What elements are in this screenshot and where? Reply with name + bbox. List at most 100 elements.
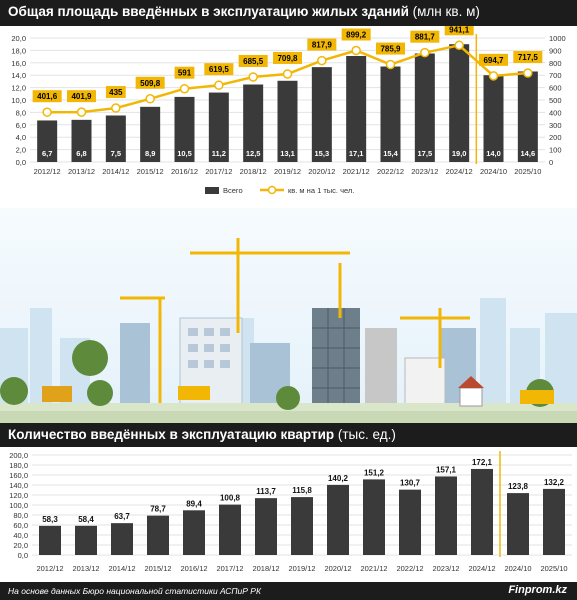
bar	[517, 71, 538, 162]
legend-label-line: кв. м на 1 тыс. чел.	[288, 186, 354, 195]
x-axis-tick: 2025/10	[514, 167, 541, 176]
bar	[174, 96, 195, 162]
right-axis-tick: 100	[549, 146, 562, 155]
bar	[37, 120, 58, 162]
bar	[111, 523, 133, 555]
right-axis-tick: 300	[549, 121, 562, 130]
right-axis-tick: 700	[549, 71, 562, 80]
bar-value-label: 132,2	[544, 478, 565, 487]
x-axis-tick: 2020/12	[324, 564, 351, 573]
bar	[543, 488, 565, 555]
bar-value-label: 157,1	[436, 465, 457, 474]
density-value-label: 709,8	[277, 54, 298, 63]
left-axis-tick: 180,0	[9, 461, 28, 470]
bar-value-label: 7,5	[111, 149, 121, 158]
x-axis-tick: 2024/10	[504, 564, 531, 573]
bar	[399, 489, 421, 555]
density-point	[420, 47, 430, 58]
density-label-box	[273, 51, 302, 64]
left-axis-tick: 4,0	[16, 133, 26, 142]
x-axis-tick: 2012/12	[36, 564, 63, 573]
bar-value-label: 58,3	[42, 515, 58, 524]
bar-value-label: 19,0	[452, 149, 467, 158]
density-point	[179, 83, 190, 94]
bar	[380, 66, 401, 162]
chart2-title-main: Количество введённых в эксплуатацию квар…	[8, 427, 335, 442]
density-value-label: 685,5	[243, 57, 264, 66]
bar	[414, 53, 435, 162]
density-point	[282, 69, 293, 79]
bar	[507, 493, 529, 555]
bar-value-label: 14,6	[521, 149, 536, 158]
bar	[471, 468, 493, 555]
density-value-label: 899,2	[346, 30, 367, 39]
x-axis-tick: 2012/12	[34, 167, 61, 176]
right-axis-tick: 800	[549, 59, 562, 68]
bar-value-label: 140,2	[328, 474, 349, 483]
bar-value-label: 78,7	[150, 505, 166, 514]
left-axis-tick: 20,0	[11, 34, 26, 43]
left-axis-tick: 120,0	[9, 491, 28, 500]
legend-label-bars: Всего	[223, 186, 243, 195]
density-point	[76, 107, 87, 117]
right-axis-tick: 0	[549, 158, 553, 167]
chart1-title-unit: (млн кв. м)	[408, 4, 480, 19]
x-axis-tick: 2016/12	[180, 564, 207, 573]
chart2-title: Количество введённых в эксплуатацию квар…	[0, 423, 577, 447]
right-axis-tick: 900	[549, 46, 562, 55]
density-label-box	[204, 63, 234, 76]
bar	[208, 92, 229, 162]
x-axis-tick: 2016/12	[171, 167, 198, 176]
bar-value-label: 151,2	[364, 468, 385, 477]
density-value-label: 401,6	[37, 92, 58, 101]
density-point	[351, 45, 361, 56]
x-axis-tick: 2014/12	[108, 564, 135, 573]
bar-value-label: 123,8	[508, 482, 529, 491]
legend-swatch-marker	[267, 185, 277, 195]
density-value-label: 401,9	[71, 92, 92, 101]
bar-value-label: 14,0	[486, 149, 501, 158]
left-axis-tick: 20,0	[13, 541, 28, 550]
density-label-box	[513, 51, 543, 64]
bar	[75, 525, 97, 555]
bar-value-label: 17,5	[418, 149, 433, 158]
bar-value-label: 172,1	[472, 458, 493, 467]
bar-value-label: 58,4	[78, 515, 94, 524]
bar	[483, 75, 504, 162]
x-axis-tick: 2023/12	[411, 167, 438, 176]
left-axis-tick: 160,0	[9, 471, 28, 480]
bar-value-label: 15,3	[315, 149, 330, 158]
bar	[363, 479, 385, 555]
right-axis-tick: 1000	[549, 34, 566, 43]
bar	[105, 115, 126, 162]
x-axis-tick: 2024/12	[468, 564, 495, 573]
density-point	[488, 71, 499, 81]
bar-value-label: 6,8	[76, 149, 86, 158]
bar	[255, 498, 277, 555]
left-axis-tick: 6,0	[16, 121, 26, 130]
density-label-box	[444, 26, 474, 36]
bar	[147, 515, 169, 555]
left-axis-tick: 100,0	[9, 501, 28, 510]
bar	[435, 476, 457, 555]
density-point	[42, 107, 52, 117]
bar-value-label: 6,7	[42, 149, 52, 158]
x-axis-tick: 2022/12	[396, 564, 423, 573]
left-axis-tick: 10,0	[11, 96, 26, 105]
bar	[277, 80, 298, 162]
x-axis-tick: 2023/12	[432, 564, 459, 573]
chart2-apartments: 0,020,040,060,080,0100,0120,0140,0160,01…	[9, 451, 572, 573]
bar-value-label: 15,4	[383, 149, 398, 158]
bar	[71, 119, 92, 162]
left-axis-tick: 18,0	[11, 46, 26, 55]
density-point	[111, 103, 121, 113]
chart1-area-and-density: 0,0 2,0 4,0 6,0 8,0 10,0 12,0 14,0 16,0 18,0 20,0 0…	[11, 26, 566, 195]
density-label-box	[32, 90, 62, 103]
x-axis-tick: 2018/12	[252, 564, 279, 573]
left-axis-tick: 16,0	[11, 59, 26, 68]
chart1-title: Общая площадь введённых в эксплуатацию ж…	[0, 0, 577, 26]
density-label-box	[307, 38, 337, 51]
left-axis-tick: 0,0	[16, 158, 26, 167]
bar-value-label: 8,9	[145, 149, 155, 158]
